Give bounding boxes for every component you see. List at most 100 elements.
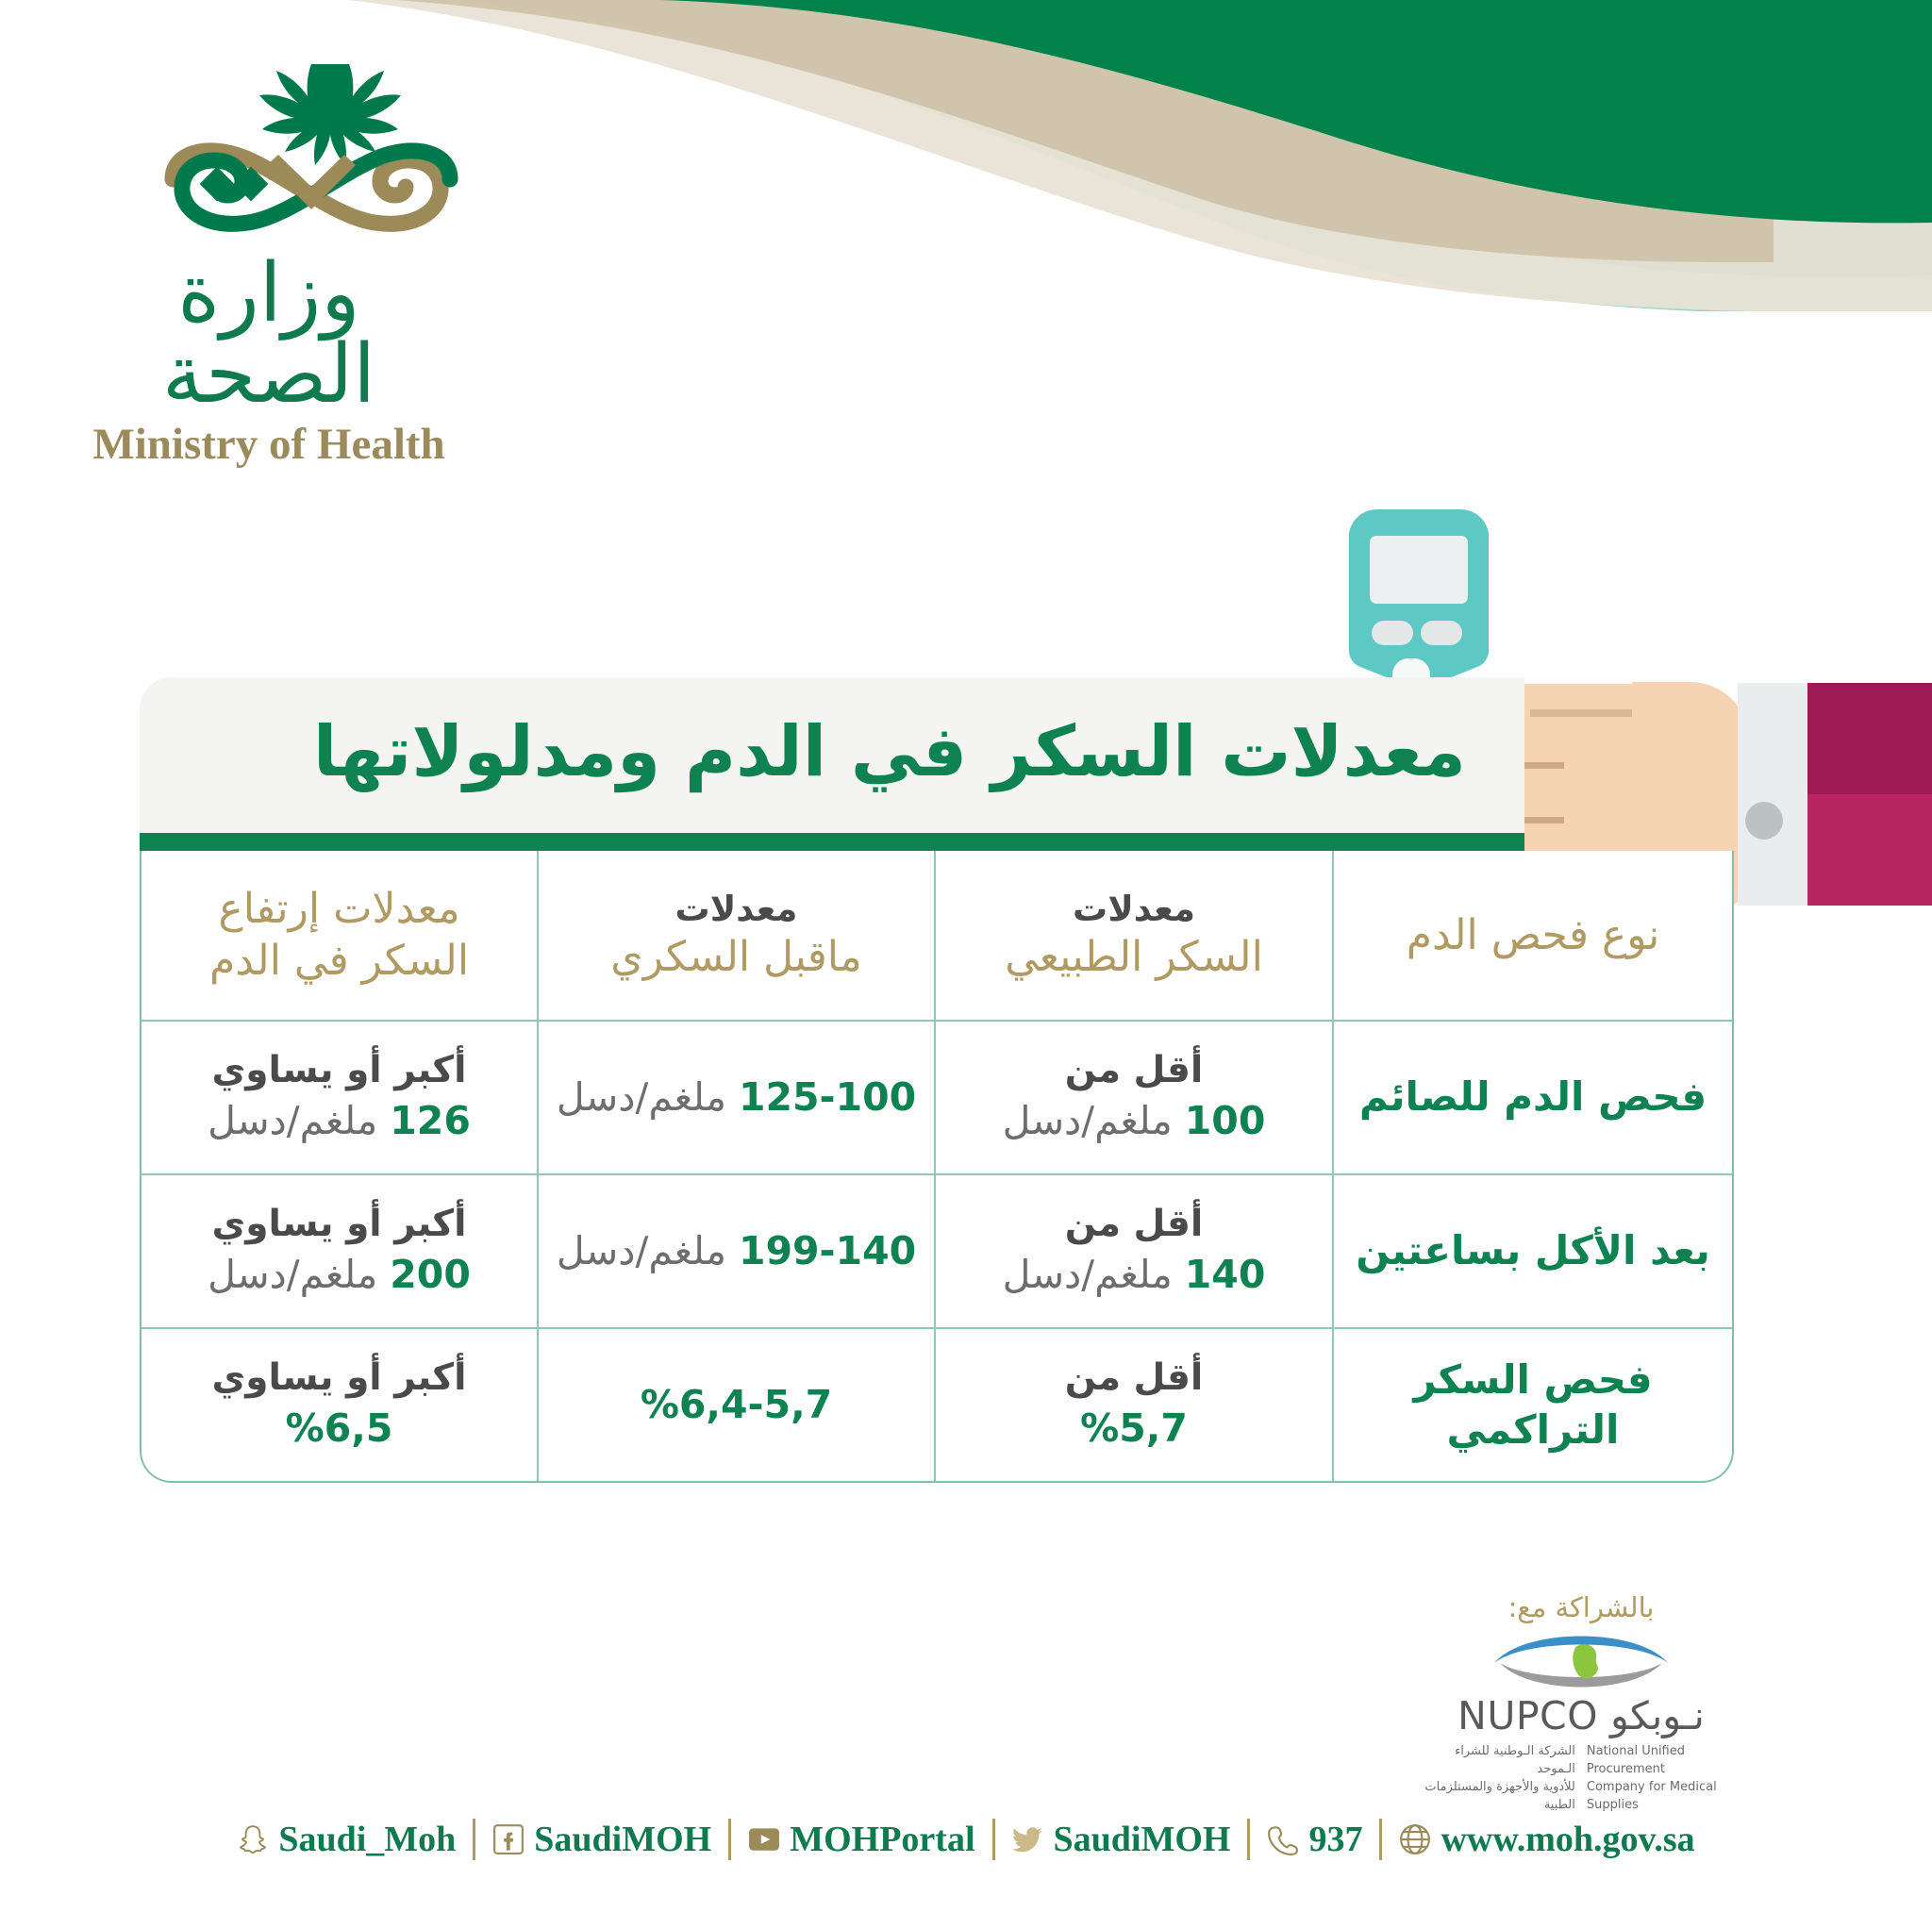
cell-test-name: فحص السكر التراكمي (1332, 1328, 1732, 1481)
table-row: بعد الأكل بساعتين أقل من 140 ملغم/دسل 19… (142, 1172, 1732, 1327)
range-value: 126 (390, 1098, 471, 1144)
range-value: %5,7 (1080, 1405, 1188, 1452)
footer-item-facebook[interactable]: SaudiMOH (492, 1819, 711, 1860)
column-header-prediabetes-bottom: ماقبل السكري (610, 933, 862, 982)
footer-separator (473, 1819, 476, 1860)
cell-normal-range: أقل من %5,7 (934, 1328, 1332, 1481)
column-header-high: معدلات إرتفاع السكر في الدم (142, 851, 537, 1020)
title-green-divider (140, 833, 1524, 851)
cell-normal-range: أقل من 140 ملغم/دسل (934, 1174, 1332, 1327)
partner-subtitle-en-line2: Company for Medical Supplies (1586, 1779, 1717, 1812)
palm-and-swords-emblem (164, 64, 458, 232)
title-panel: معدلات السكر في الدم ومدلولاتها (140, 677, 1524, 833)
range-value: 125-100 (738, 1073, 917, 1120)
glucometer-illustration (1348, 509, 1932, 906)
column-header-prediabetes-top: معدلات (675, 888, 798, 929)
blood-sugar-table: نوع فحص الدم معدلات السكر الطبيعي معدلات… (140, 851, 1734, 1483)
test-name-label: فحص السكر التراكمي (1413, 1356, 1653, 1453)
globe-icon (1400, 1824, 1431, 1854)
footer-separator (1247, 1819, 1251, 1860)
cell-test-name: فحص الدم للصائم (1332, 1021, 1732, 1173)
table-row: فحص الدم للصائم أقل من 100 ملغم/دسل 125-… (142, 1019, 1732, 1173)
footer-item-snapchat[interactable]: Saudi_Moh (237, 1819, 456, 1860)
footer-twitter-label: SaudiMOH (1053, 1820, 1231, 1859)
footer-snapchat-label: Saudi_Moh (278, 1820, 457, 1859)
facebook-icon (493, 1824, 525, 1854)
column-header-test-type-label: نوع فحص الدم (1406, 910, 1660, 959)
cell-high-range: أكبر أو يساوي 200 ملغم/دسل (142, 1175, 537, 1327)
cell-high-range: أكبر أو يساوي %6,5 (142, 1329, 537, 1481)
range-unit: ملغم/دسل (208, 1098, 378, 1144)
column-header-high-bottom: السكر في الدم (208, 937, 470, 986)
column-header-high-top: معدلات إرتفاع (218, 885, 460, 934)
range-qualifier: أقل من (1064, 1049, 1204, 1092)
pointing-hand (1350, 682, 1749, 906)
footer-separator (991, 1819, 995, 1860)
partner-wordmark: نـوبكو NUPCO (1457, 1693, 1705, 1738)
sleeve-upper (1807, 683, 1932, 794)
range-qualifier: أقل من (1064, 1356, 1204, 1400)
phone-icon (1268, 1826, 1299, 1855)
footer-phone-label: 937 (1308, 1820, 1363, 1859)
range-qualifier: أكبر أو يساوي (211, 1356, 467, 1400)
range-qualifier: أكبر أو يساوي (211, 1049, 467, 1092)
cell-high-range: أكبر أو يساوي 126 ملغم/دسل (142, 1022, 537, 1173)
table-header-row: نوع فحص الدم معدلات السكر الطبيعي معدلات… (142, 851, 1732, 1020)
glucometer-button-right (1421, 621, 1462, 645)
range-unit: ملغم/دسل (1002, 1098, 1173, 1144)
header-wave-decoration (349, 0, 1932, 311)
column-header-normal-bottom: السكر الطبيعي (1005, 933, 1263, 982)
sleeve-lower (1807, 794, 1932, 906)
page-title: معدلات السكر في الدم ومدلولاتها (312, 711, 1467, 792)
range-unit: ملغم/دسل (208, 1252, 378, 1298)
partner-subtitle-arabic: الشركة الـوطنية للشراء الـموحد للأدوية و… (1421, 1743, 1575, 1814)
range-unit: ملغم/دسل (556, 1227, 726, 1273)
footer-website-label: www.moh.gov.sa (1441, 1820, 1695, 1859)
glucometer-device (1348, 509, 1490, 703)
range-value: 100 (1184, 1098, 1266, 1144)
test-name-label: فحص الدم للصائم (1358, 1073, 1707, 1121)
column-header-prediabetes: معدلات ماقبل السكري (537, 851, 934, 1020)
footer-item-phone[interactable]: 937 (1267, 1819, 1362, 1860)
snapchat-icon (240, 1825, 267, 1854)
range-value: %6,4-5,7 (640, 1381, 833, 1427)
partner-subtitle-ar-line1: الشركة الـوطنية للشراء الـموحد (1455, 1744, 1575, 1776)
shirt-cuff (1738, 683, 1807, 906)
footer-youtube-label: MOHPortal (790, 1820, 975, 1859)
glucometer-display (1370, 536, 1468, 604)
footer-item-twitter[interactable]: SaudiMOH (1011, 1819, 1231, 1860)
partner-subtitle-ar-line2: للأدوية والأجهزة والمستلزمات الطبية (1424, 1779, 1575, 1812)
test-name-label: بعد الأكل بساعتين (1356, 1227, 1710, 1274)
range-qualifier: أقل من (1064, 1203, 1204, 1246)
partner-subtitle-en-line1: National Unified Procurement (1586, 1744, 1685, 1776)
cell-prediabetes-range: 199-140 ملغم/دسل (537, 1174, 934, 1327)
glucometer-button-left (1372, 621, 1413, 645)
column-header-normal: معدلات السكر الطبيعي (934, 851, 1332, 1020)
cuff-button (1745, 802, 1783, 840)
cell-normal-range: أقل من 100 ملغم/دسل (934, 1021, 1332, 1173)
partner-subtitle-english: National Unified Procurement Company for… (1587, 1743, 1741, 1814)
footer-item-website[interactable]: www.moh.gov.sa (1399, 1819, 1695, 1860)
cell-test-name: بعد الأكل بساعتين (1332, 1174, 1732, 1327)
cell-prediabetes-range: %6,4-5,7 (537, 1328, 934, 1481)
range-value: 140 (1184, 1252, 1266, 1298)
column-header-normal-top: معدلات (1073, 888, 1195, 929)
footer-separator (728, 1819, 732, 1860)
range-value: %6,5 (285, 1405, 393, 1452)
logo-english-text: Ministry of Health (92, 420, 445, 469)
table-row: فحص السكر التراكمي أقل من %5,7 %6,4-5,7 … (142, 1326, 1732, 1481)
logo-arabic-text: وزارة الصحة (161, 246, 376, 422)
partner-block: بالشراكة مع: نـوبكو NUPCO National Unifi… (1421, 1591, 1741, 1812)
footer-separator (1379, 1819, 1383, 1860)
nupco-eye-logo (1494, 1636, 1668, 1688)
range-unit: ملغم/دسل (556, 1073, 726, 1120)
footer-contact-bar: www.moh.gov.sa 937 SaudiMOH MOHPortal (0, 1797, 1932, 1882)
twitter-icon (1011, 1827, 1042, 1853)
youtube-icon (749, 1828, 780, 1851)
range-value: 200 (390, 1252, 471, 1298)
partner-intro-label: بالشراكة مع: (1507, 1591, 1655, 1623)
footer-item-youtube[interactable]: MOHPortal (748, 1819, 975, 1860)
cell-prediabetes-range: 125-100 ملغم/دسل (537, 1021, 934, 1173)
partner-subtitle: National Unified Procurement Company for… (1421, 1743, 1741, 1814)
